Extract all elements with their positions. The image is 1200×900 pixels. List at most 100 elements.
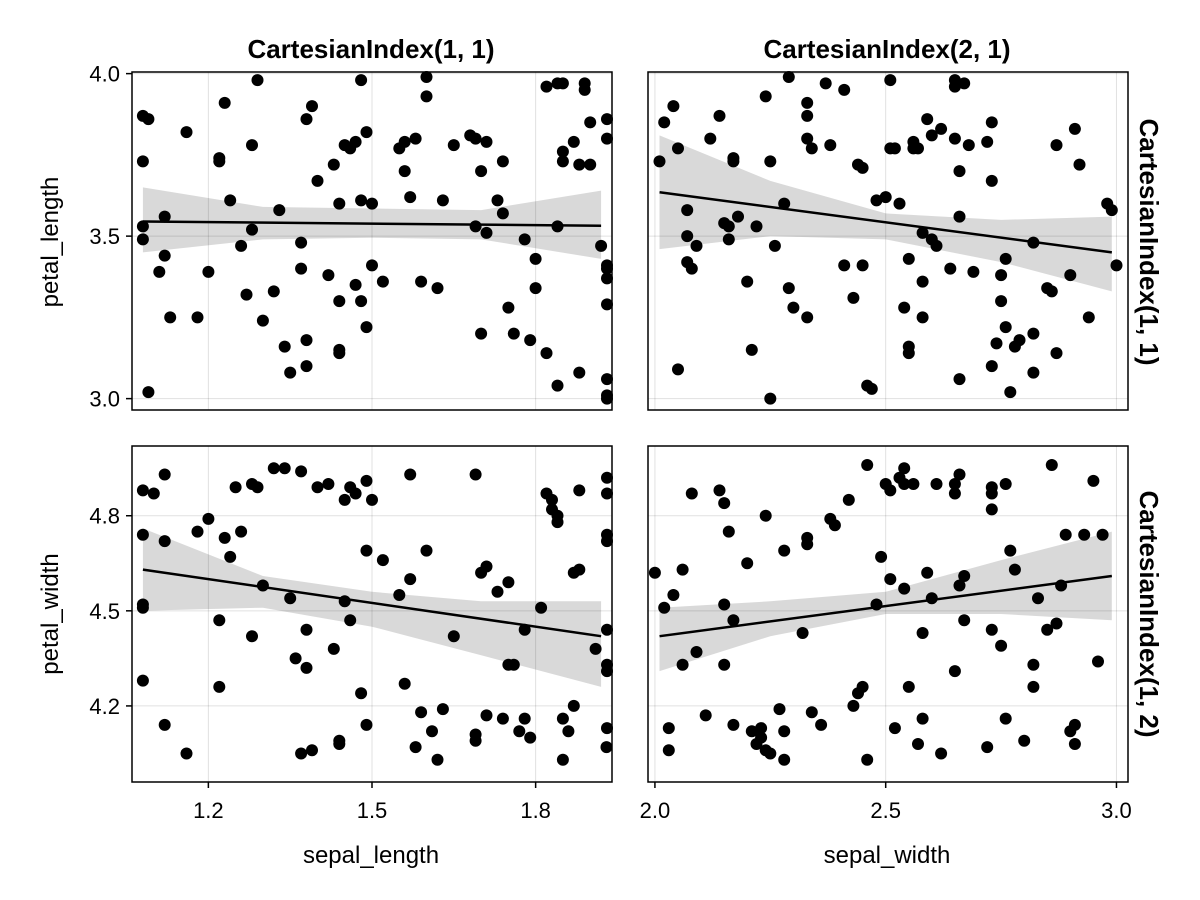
data-point: [333, 738, 346, 750]
data-point: [778, 544, 791, 557]
data-point: [246, 139, 258, 152]
data-point: [995, 295, 1008, 308]
data-point: [1027, 236, 1040, 249]
data-point: [556, 712, 569, 725]
data-point: [256, 314, 269, 327]
data-point: [355, 295, 368, 308]
data-point: [355, 687, 368, 700]
data-point: [884, 484, 897, 497]
data-point: [985, 503, 998, 516]
data-point: [690, 646, 703, 658]
x-axis-label-col-2: sepal_width: [824, 842, 951, 869]
data-point: [224, 550, 237, 563]
data-point: [191, 311, 204, 324]
data-point: [995, 269, 1008, 282]
data-point: [916, 311, 929, 324]
data-point: [349, 278, 362, 291]
data-point: [718, 598, 731, 611]
data-point: [507, 658, 520, 671]
data-point: [935, 747, 948, 760]
data-point: [778, 197, 791, 210]
data-point: [847, 699, 860, 712]
data-point: [672, 142, 684, 155]
data-point: [322, 478, 335, 490]
data-point: [300, 360, 313, 373]
data-point: [469, 734, 482, 747]
panel-frame: [647, 71, 1129, 411]
data-point: [338, 595, 351, 608]
data-point: [985, 481, 998, 494]
data-point: [828, 519, 841, 532]
data-point: [838, 259, 851, 272]
x-tick-label: 2.5: [870, 798, 901, 823]
data-point: [284, 366, 297, 379]
data-point: [136, 674, 149, 687]
data-point: [999, 712, 1012, 725]
data-point: [916, 712, 929, 725]
data-point: [999, 478, 1012, 490]
data-point: [1050, 139, 1063, 152]
data-point: [480, 135, 493, 148]
data-point: [773, 703, 786, 716]
data-point: [409, 132, 422, 145]
data-point: [502, 301, 515, 314]
data-point: [136, 601, 149, 614]
x-tick-label: 2.0: [640, 798, 671, 823]
data-point: [327, 642, 340, 655]
data-point: [153, 265, 166, 278]
data-point: [584, 158, 597, 171]
data-point: [398, 165, 411, 178]
data-point: [985, 360, 998, 373]
data-point: [925, 592, 938, 605]
data-point: [856, 680, 869, 693]
data-point: [902, 680, 915, 693]
data-point: [349, 135, 362, 148]
data-point: [732, 210, 744, 223]
data-point: [953, 579, 966, 592]
data-point: [722, 220, 735, 233]
data-point: [360, 718, 373, 731]
data-point: [573, 563, 586, 576]
data-point: [436, 703, 449, 716]
data-point: [801, 109, 814, 122]
data-point: [295, 262, 308, 275]
data-point: [551, 516, 564, 529]
data-point: [333, 197, 346, 210]
data-point: [685, 487, 698, 500]
data-point: [1050, 617, 1063, 630]
data-point: [1004, 386, 1017, 399]
data-point: [948, 80, 961, 93]
data-point: [667, 100, 680, 113]
data-point: [267, 285, 280, 298]
data-point: [681, 230, 694, 243]
data-point: [436, 194, 449, 207]
data-point: [1027, 658, 1040, 671]
data-point: [349, 487, 362, 500]
data-point: [601, 665, 613, 678]
data-point: [213, 155, 226, 168]
data-point: [191, 525, 204, 538]
data-point: [921, 566, 934, 579]
data-point: [322, 269, 335, 282]
data-point: [1059, 528, 1072, 541]
data-point: [551, 379, 564, 392]
x-axis-label-col-1: sepal_length: [303, 842, 439, 869]
data-point: [420, 71, 433, 83]
data-point: [759, 509, 772, 522]
data-point: [507, 327, 520, 340]
data-point: [366, 493, 378, 506]
data-point: [870, 194, 883, 207]
data-point: [235, 239, 248, 252]
y-tick-label: 4.0: [89, 62, 120, 87]
data-point: [562, 725, 575, 738]
data-point: [355, 74, 368, 87]
data-point: [595, 239, 608, 252]
data-point: [601, 623, 613, 636]
data-point: [778, 725, 791, 738]
data-point: [404, 573, 417, 586]
data-point: [672, 363, 684, 376]
y-tick-label: 3.0: [89, 387, 120, 412]
data-point: [556, 77, 569, 90]
data-point: [480, 226, 493, 239]
